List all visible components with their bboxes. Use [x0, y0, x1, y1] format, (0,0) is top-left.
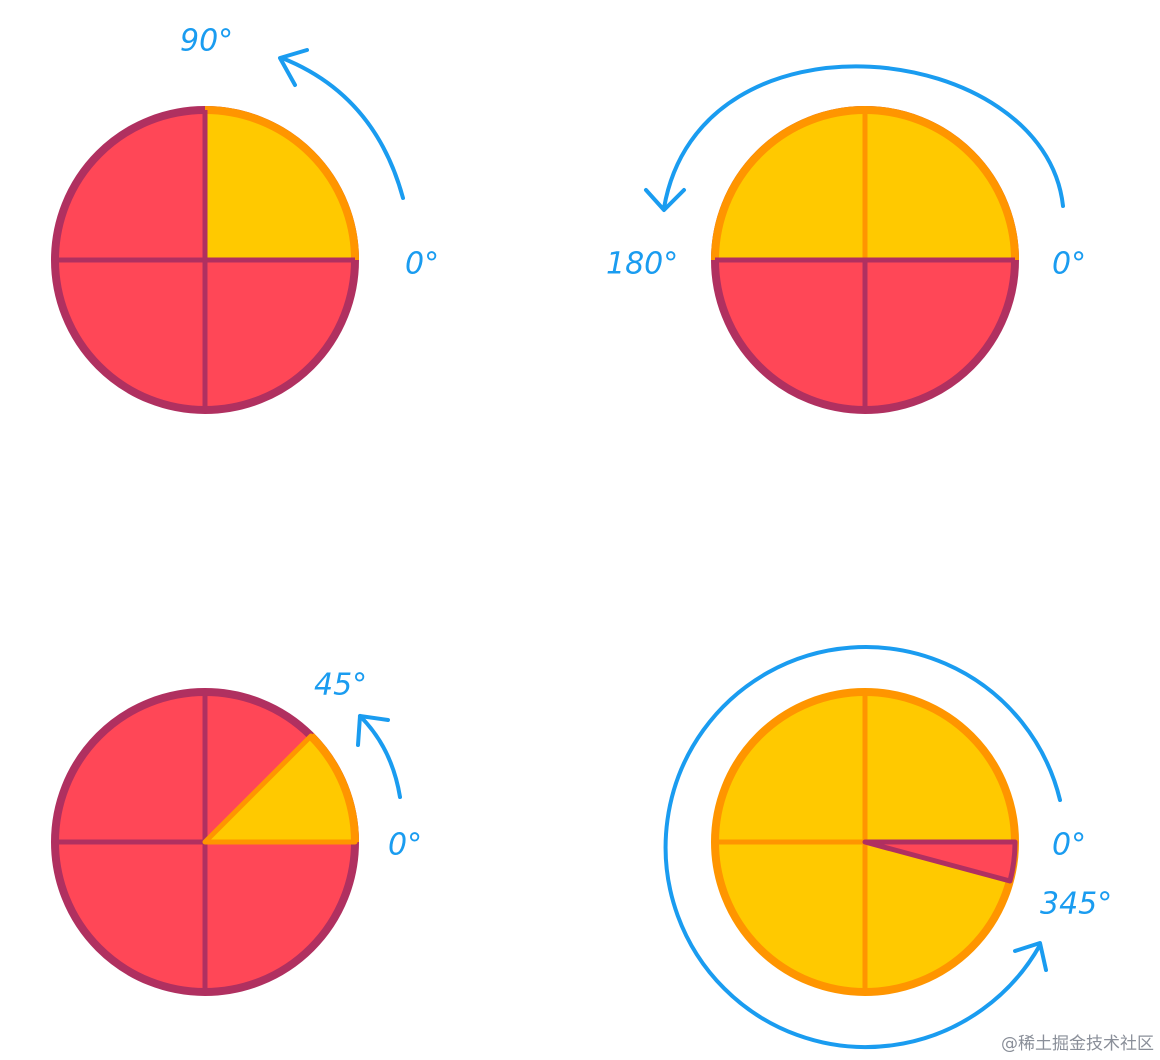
pie-45: 45° 0°: [51, 668, 422, 996]
arrow: [663, 645, 1062, 1050]
angle-label: 345°: [1040, 887, 1112, 922]
angle-label: 0°: [1052, 828, 1086, 863]
pie-90: 90° 0°: [51, 24, 439, 414]
arrow: [358, 714, 402, 799]
wedge-arc: [308, 733, 359, 843]
angle-label: 0°: [1052, 247, 1086, 282]
angle-label: 90°: [180, 24, 233, 59]
arrow: [662, 64, 1065, 210]
arrow-head: [278, 48, 309, 87]
arrow: [280, 56, 405, 200]
arrow-head: [644, 188, 686, 212]
watermark: @稀土掘金技术社区: [1001, 1034, 1154, 1054]
wedge-arc: [204, 106, 359, 261]
pie-345: 0° 345°: [663, 645, 1112, 1050]
angle-label: 180°: [606, 247, 678, 282]
arrow-head: [356, 714, 390, 747]
pie-180: 180° 0°: [606, 64, 1086, 414]
arrow-head: [1013, 941, 1048, 972]
angle-label: 0°: [405, 247, 439, 282]
wedge: [205, 110, 355, 260]
angle-label: 45°: [314, 668, 367, 703]
wedge: [862, 839, 1018, 884]
angle-label: 0°: [388, 828, 422, 863]
